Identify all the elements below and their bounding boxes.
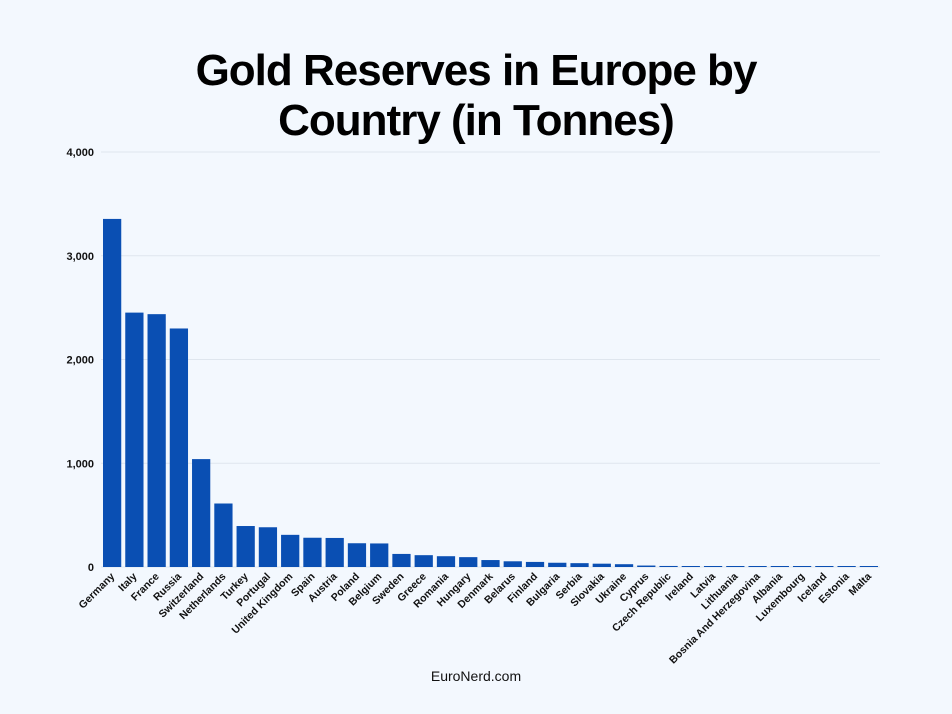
bar-slovakia <box>592 563 611 567</box>
bar-netherlands <box>214 503 233 567</box>
bar-spain <box>303 537 322 567</box>
bar-ukraine <box>614 564 634 567</box>
bar-sweden <box>392 553 411 567</box>
bar-turkey <box>236 526 255 567</box>
bar-romania <box>436 556 456 567</box>
source-footer: EuroNerd.com <box>430 668 522 684</box>
bar-cyprus <box>637 565 656 567</box>
bar-albania <box>770 566 789 567</box>
y-tick-label: 4,000 <box>66 147 94 159</box>
bar-switzerland <box>192 459 211 567</box>
x-tick-label: Germany <box>77 571 118 612</box>
bar-poland <box>347 543 367 567</box>
bar-austria <box>325 537 344 567</box>
bar-finland <box>525 561 545 567</box>
y-tick-label: 1,000 <box>66 458 94 470</box>
bar-lithuania <box>726 566 745 567</box>
bar-estonia <box>837 566 856 567</box>
bar-greece <box>414 555 433 567</box>
bar-belgium <box>370 543 389 567</box>
bar-serbia <box>570 563 589 567</box>
bar-latvia <box>703 566 723 567</box>
x-tick-label: Malta <box>847 571 875 599</box>
y-tick-label: 0 <box>88 562 94 574</box>
y-tick-label: 2,000 <box>66 355 94 367</box>
chart-title-line-2: Country (in Tonnes) <box>278 96 675 145</box>
bar-czech-republic <box>659 565 678 567</box>
bar-bosnia-and-herzegovina <box>748 566 767 567</box>
bar-ireland <box>681 566 700 567</box>
x-axis: GermanyItalyFranceRussiaSwitzerlandNethe… <box>77 571 875 667</box>
bars <box>103 218 878 568</box>
bar-germany <box>103 218 122 568</box>
chart-title: Gold Reserves in Europe by Country (in T… <box>0 46 952 146</box>
chart-title-line-1: Gold Reserves in Europe by <box>195 46 758 95</box>
bar-france <box>147 314 166 567</box>
bar-luxembourg <box>792 566 812 567</box>
bar-hungary <box>459 557 478 567</box>
bar-iceland <box>815 566 834 567</box>
bar-belarus <box>503 561 522 567</box>
bar-malta <box>859 566 878 567</box>
bar-bulgaria <box>548 562 567 567</box>
y-tick-label: 3,000 <box>66 251 94 263</box>
y-axis: 0 1,000 2,000 3,000 4,000 <box>66 147 94 574</box>
bar-denmark <box>481 560 500 567</box>
bar-united-kingdom <box>281 534 300 567</box>
bar-italy <box>125 312 144 567</box>
bar-russia <box>169 328 189 567</box>
bar-portugal <box>258 527 278 567</box>
